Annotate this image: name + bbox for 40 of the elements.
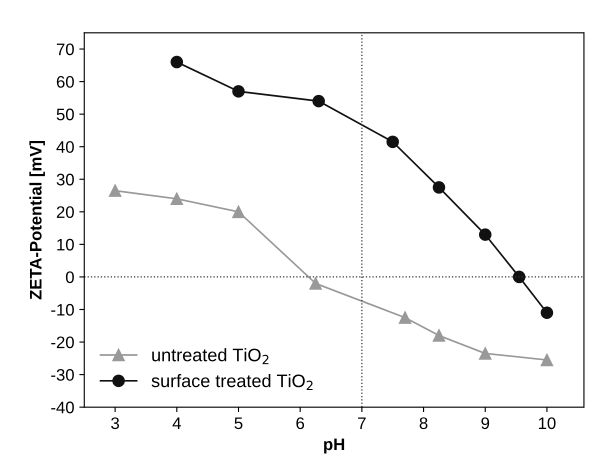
y-tick-label: 20	[56, 206, 74, 218]
y-tick-label: 40	[56, 141, 74, 153]
x-tick-label: 6	[296, 417, 304, 430]
point	[170, 56, 184, 68]
point	[540, 354, 554, 366]
point	[312, 94, 325, 108]
y-axis-title: ZETA-Potential [mV]	[29, 140, 45, 300]
point	[478, 347, 492, 360]
y-tick-label: -10	[51, 304, 74, 316]
y-tick-label: 10	[57, 238, 74, 251]
x-tick-label: 10	[538, 417, 556, 430]
x-tick-label: 8	[420, 417, 428, 430]
point	[170, 192, 184, 206]
legend-label: surface treated TiO$_{2}$	[152, 374, 313, 390]
x-tick-label: 5	[234, 417, 242, 430]
point	[309, 277, 322, 290]
point	[398, 311, 412, 324]
point	[232, 85, 245, 98]
y-tick-label: 60	[56, 76, 74, 88]
point	[540, 306, 554, 319]
y-tick-label: 0	[66, 271, 74, 284]
x-tick-label: 4	[172, 417, 181, 429]
y-tick-label: -30	[51, 369, 74, 381]
y-tick-label: 30	[56, 174, 74, 186]
x-axis-title: pH	[324, 438, 344, 454]
y-tick-label: 70	[56, 43, 74, 56]
x-tick-label: 7	[358, 417, 366, 429]
point	[432, 329, 446, 342]
y-tick-label: -40	[51, 402, 74, 414]
point	[478, 228, 492, 241]
x-tick-label: 9	[481, 417, 490, 430]
point	[232, 206, 245, 218]
legend-label: untreated TiO$_{2}$	[152, 348, 268, 364]
y-tick-label: -20	[51, 336, 74, 348]
point	[512, 270, 526, 284]
point	[386, 136, 399, 148]
x-tick-label: 3	[111, 417, 120, 430]
y-tick-label: 50	[56, 108, 74, 120]
point	[108, 184, 122, 197]
point	[432, 181, 446, 194]
